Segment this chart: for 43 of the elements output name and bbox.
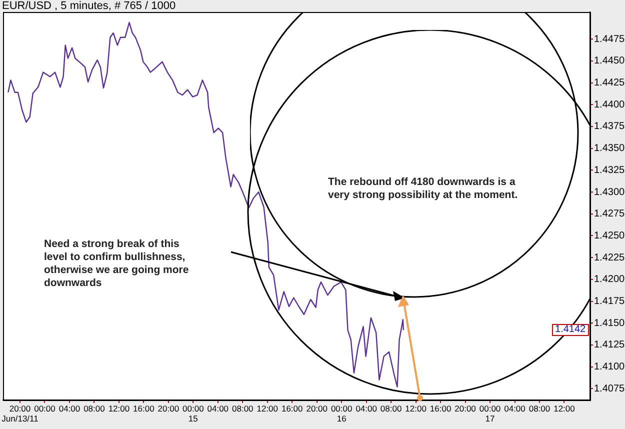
y-tick-label: 1.4250 bbox=[594, 230, 625, 242]
y-tick-label: 1.4125 bbox=[594, 340, 625, 351]
x-tick-label: 00:00 16 bbox=[330, 403, 352, 424]
y-tick-label: 1.4400 bbox=[594, 99, 625, 110]
x-tick-label: 12:00 bbox=[554, 403, 576, 414]
y-tick-label: 1.4200 bbox=[594, 274, 625, 286]
x-tick-label: 08:00 bbox=[380, 403, 402, 414]
y-tick-label: 1.4375 bbox=[594, 121, 625, 132]
y-tick-label: 1.4150 bbox=[594, 318, 625, 329]
y-tick-label: 1.4300 bbox=[594, 186, 625, 198]
y-tick-label: 1.4225 bbox=[594, 252, 625, 264]
x-tick-label: 00:00 bbox=[34, 403, 56, 414]
x-tick-label: 00:00 17 bbox=[479, 403, 501, 424]
y-tick-label: 1.4350 bbox=[594, 143, 625, 154]
y-tick-label: 1.4275 bbox=[594, 208, 625, 220]
chart-title: EUR/USD , 5 minutes, # 765 / 1000 bbox=[2, 0, 176, 12]
y-tick-label: 1.4450 bbox=[594, 56, 625, 67]
x-tick-label: 16:00 bbox=[281, 403, 304, 414]
x-tick-label: 04:00 bbox=[504, 403, 526, 414]
x-tick-label: 12:00 bbox=[108, 403, 130, 414]
y-tick-label: 1.4175 bbox=[594, 296, 625, 307]
y-tick-label: 1.4325 bbox=[594, 164, 625, 176]
x-tick-label: 04:00 bbox=[207, 403, 229, 414]
y-tick-label: 1.4075 bbox=[594, 383, 625, 394]
x-tick-label: 04:00 bbox=[58, 403, 80, 414]
x-tick-label: 20:00 bbox=[306, 403, 328, 414]
x-tick-label: 12:00 bbox=[405, 403, 427, 414]
y-tick-label: 1.4425 bbox=[594, 78, 625, 89]
x-tick-label: 08:00 bbox=[528, 403, 550, 414]
x-tick-label: 08:00 bbox=[84, 403, 106, 414]
x-tick-label: 20:00 bbox=[454, 403, 476, 414]
annotation: Need a strong break of this level to confirm bullishness, otherwise we are going more downwards bbox=[44, 238, 190, 290]
x-tick-label: 16:00 bbox=[133, 403, 155, 414]
x-tick-label: 12:00 bbox=[256, 403, 278, 414]
x-tick-label: 16:00 bbox=[430, 403, 452, 414]
y-tick-label: 1.4100 bbox=[594, 362, 625, 373]
x-tick-label: 00:00 15 bbox=[182, 403, 204, 424]
x-tick-label: 04:00 bbox=[356, 403, 378, 414]
y-tick-label: 1.4475 bbox=[594, 34, 625, 45]
x-tick-label: 08:00 bbox=[232, 403, 254, 414]
annotation: 1.4142 bbox=[552, 324, 589, 336]
x-tick-label: 20:00 bbox=[158, 403, 180, 414]
annotation: The rebound off 4180 downwards is a very strong possibility at the moment. bbox=[328, 176, 518, 202]
